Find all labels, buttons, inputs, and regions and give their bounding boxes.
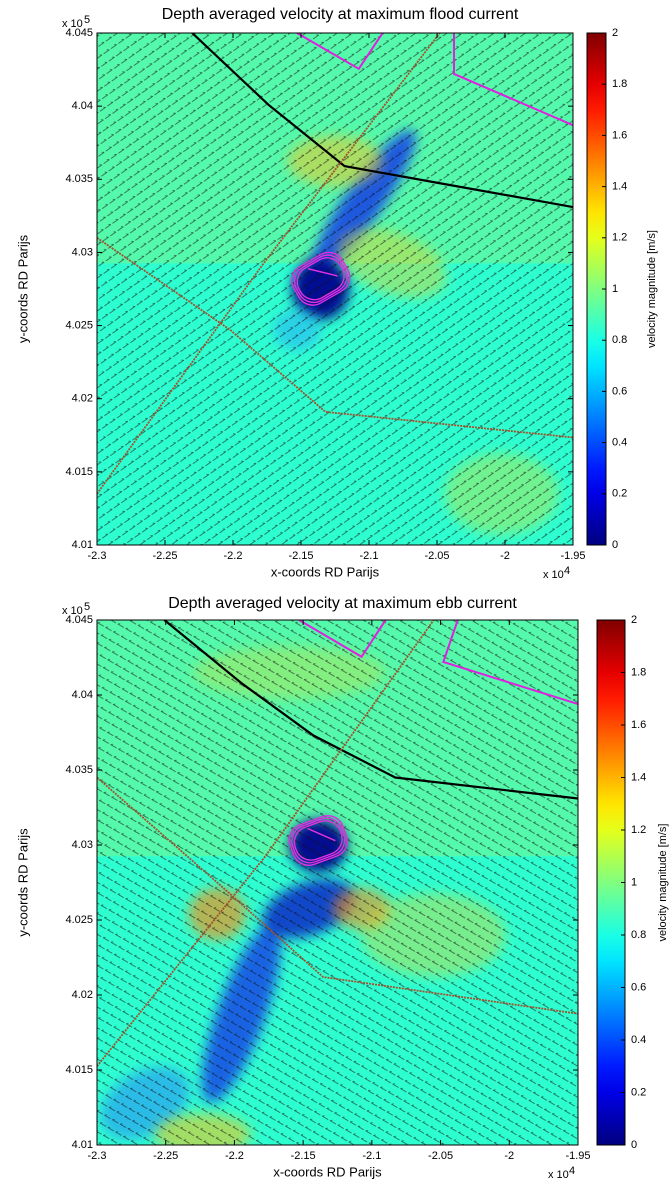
x-tick-label: -2.3 (88, 550, 107, 562)
x-exponent-power: 4 (569, 1165, 575, 1177)
colorbar-tick-label: 1.8 (631, 666, 646, 678)
x-tick-label: -2.05 (424, 550, 449, 562)
cable-line (97, 620, 435, 1067)
colorbar-tick-label: 2 (631, 614, 637, 626)
colorbar-tick-label: 0.4 (612, 437, 627, 449)
x-tick-label: -2.25 (153, 1150, 178, 1162)
structure-ring (293, 820, 343, 861)
structure-ring (291, 817, 346, 864)
y-exponent-power: 5 (84, 14, 90, 26)
y-tick-label: 4.01 (72, 539, 93, 551)
x-tick-label: -1.95 (560, 550, 585, 562)
colorbar-tick-label: 0 (631, 1139, 637, 1151)
colorbar-tick-label: 0.6 (631, 981, 646, 993)
chart-title: Depth averaged velocity at maximum flood… (162, 6, 519, 23)
boundary-line (298, 620, 387, 659)
x-axis-label: x-coords RD Parijs (273, 1164, 382, 1179)
y-tick-label: 4.035 (65, 173, 93, 185)
axes-frame (96, 32, 574, 546)
cable-line (97, 776, 578, 1015)
y-tick-label: 4.03 (72, 839, 93, 851)
y-tick-label: 4.02 (72, 393, 93, 405)
cable-line (97, 237, 573, 439)
channel-line (163, 620, 578, 800)
structure-ring (288, 814, 348, 867)
colorbar-tick-label: 1.6 (612, 129, 627, 141)
x-tick-label: -2.15 (288, 550, 313, 562)
colorbar-label: velocity magnitude [m/s] (646, 230, 658, 348)
colorbar-tick-label: 0.8 (631, 929, 646, 941)
colorbar-tick-label: 0.8 (612, 334, 627, 346)
x-axis-label: x-coords RD Parijs (271, 564, 380, 579)
colorbar-tick-label: 1.4 (612, 181, 627, 193)
colorbar-tick-label: 0.4 (631, 1034, 646, 1046)
colorbar-tick-label: 1.2 (612, 232, 627, 244)
structure-ring (296, 257, 345, 301)
x-tick-label: -2.3 (88, 1150, 107, 1162)
plot-area: -2.3 -2.25 -2.2 -2.15 -2.1 -2.05 -2 -1.95 4.01 4.… (15, 595, 668, 1181)
x-tick-label: -1.95 (565, 1150, 590, 1162)
colorbar-tick-label: 0.2 (631, 1086, 646, 1098)
y-tick-label: 4.015 (65, 466, 93, 478)
y-axis-label: y-coords RD Parijs (15, 828, 30, 937)
x-tick-label: -2.1 (362, 1150, 381, 1162)
x-exponent-power: 4 (564, 565, 570, 577)
colorbar-tick-label: 1.8 (612, 78, 627, 90)
y-tick-label: 4.04 (72, 100, 93, 112)
y-exponent: x 10 (62, 605, 83, 617)
cable-line (97, 33, 441, 495)
colorbar-tick-label: 1 (612, 283, 618, 295)
boundary-line (442, 620, 578, 705)
x-tick-label: -2 (500, 550, 510, 562)
vector-arrows (97, 33, 573, 545)
y-tick-label: 4.015 (65, 1064, 93, 1076)
boundary-line (453, 33, 573, 127)
colorbar-tick-label: 2 (612, 27, 618, 39)
y-exponent-power: 5 (84, 601, 90, 613)
chart-title: Depth averaged velocity at maximum ebb c… (168, 595, 517, 612)
x-tick-label: -2.2 (224, 550, 243, 562)
x-tick-label: -2.25 (152, 550, 177, 562)
channel-line (191, 33, 573, 209)
y-axis-label: y-coords RD Parijs (15, 234, 30, 343)
colorbar (596, 619, 626, 1146)
y-tick-label: 4.035 (65, 764, 93, 776)
structure-ring (293, 254, 348, 304)
structure-divider (307, 268, 338, 277)
x-tick-label: -2.05 (428, 1150, 453, 1162)
x-tick-label: -2.2 (225, 1150, 244, 1162)
colorbar-tick-label: 1 (631, 876, 637, 888)
y-tick-label: 4.045 (65, 27, 93, 39)
velocity-field (97, 33, 573, 545)
colorbar-label: velocity magnitude [m/s] (657, 824, 669, 942)
x-tick-label: -2 (504, 1150, 514, 1162)
y-tick-label: 4.045 (65, 614, 93, 626)
colorbar-tick-label: 0.2 (612, 488, 627, 500)
velocity-field (97, 620, 578, 1145)
y-tick-label: 4.01 (72, 1139, 93, 1151)
plot-area: -2.3 -2.25 -2.2 -2.15 -2.1 -2.05 -2 -1.95 4.01 4.… (15, 6, 657, 581)
vector-arrows (97, 620, 578, 1145)
colorbar-tick-label: 0.6 (612, 385, 627, 397)
colorbar-tick-label: 1.2 (631, 824, 646, 836)
x-tick-label: -2.15 (291, 1150, 316, 1162)
y-tick-label: 4.02 (72, 989, 93, 1001)
boundary-line (296, 33, 384, 71)
colorbar-tick-label: 1.4 (631, 771, 646, 783)
y-tick-label: 4.025 (65, 914, 93, 926)
structure-ring (291, 251, 351, 306)
y-tick-label: 4.025 (65, 319, 93, 331)
colorbar-tick-label: 0 (612, 539, 618, 551)
y-tick-label: 4.03 (72, 246, 93, 258)
x-exponent: x 10 (548, 1169, 569, 1181)
x-tick-label: -2.1 (360, 550, 379, 562)
axes-frame (96, 619, 579, 1146)
x-exponent: x 10 (543, 569, 564, 581)
y-exponent: x 10 (62, 18, 83, 30)
colorbar-tick-label: 1.6 (631, 719, 646, 731)
y-tick-label: 4.04 (72, 689, 93, 701)
structure-divider (307, 827, 336, 842)
